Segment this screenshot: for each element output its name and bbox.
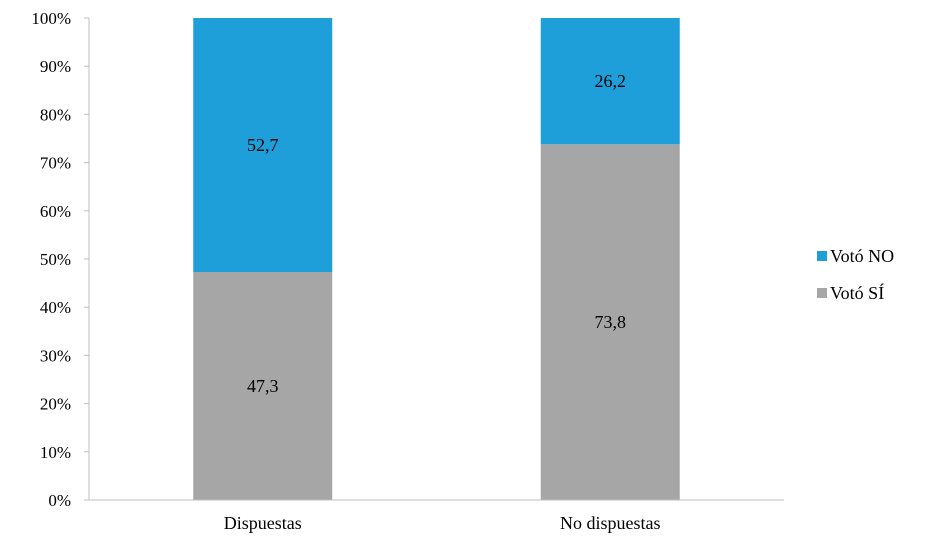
y-tick-label: 60% xyxy=(40,202,71,221)
legend-swatch xyxy=(817,288,827,298)
data-label: 47,3 xyxy=(247,376,279,396)
y-tick-label: 10% xyxy=(40,443,71,462)
data-label: 26,2 xyxy=(595,71,627,91)
y-tick-label: 90% xyxy=(40,57,71,76)
x-category-label: Dispuestas xyxy=(224,513,302,533)
y-tick-label: 80% xyxy=(40,105,71,124)
x-axis: Dispuestas No dispuestas xyxy=(89,499,784,533)
y-tick-label: 40% xyxy=(40,298,71,317)
legend-label: Votó NO xyxy=(830,246,894,266)
y-tick-label: 100% xyxy=(31,9,71,28)
legend: Votó NO Votó SÍ xyxy=(817,246,894,303)
data-label: 52,7 xyxy=(247,135,279,155)
bar-segment-1-votó-sí xyxy=(193,272,333,500)
x-category-label: No dispuestas xyxy=(560,513,661,533)
y-axis: 0% 10% 20% 30% 40% 50% 60% 70% 80% 90% 100% xyxy=(31,9,90,510)
y-tick-label: 0% xyxy=(48,491,71,510)
y-tick-label: 30% xyxy=(40,346,71,365)
data-label: 73,8 xyxy=(595,312,627,332)
y-tick-label: 70% xyxy=(40,154,71,173)
bar-segment-2-votó-no xyxy=(540,18,680,145)
legend-swatch xyxy=(817,251,827,261)
legend-label: Votó SÍ xyxy=(830,282,884,303)
bar-segment-2-votó-sí xyxy=(540,144,680,500)
y-tick-label: 20% xyxy=(40,395,71,414)
y-tick-label: 50% xyxy=(40,250,71,269)
bars: 47,3 52,7 73,8 26,2 xyxy=(193,18,680,500)
bar-segment-1-votó-no xyxy=(193,18,333,273)
